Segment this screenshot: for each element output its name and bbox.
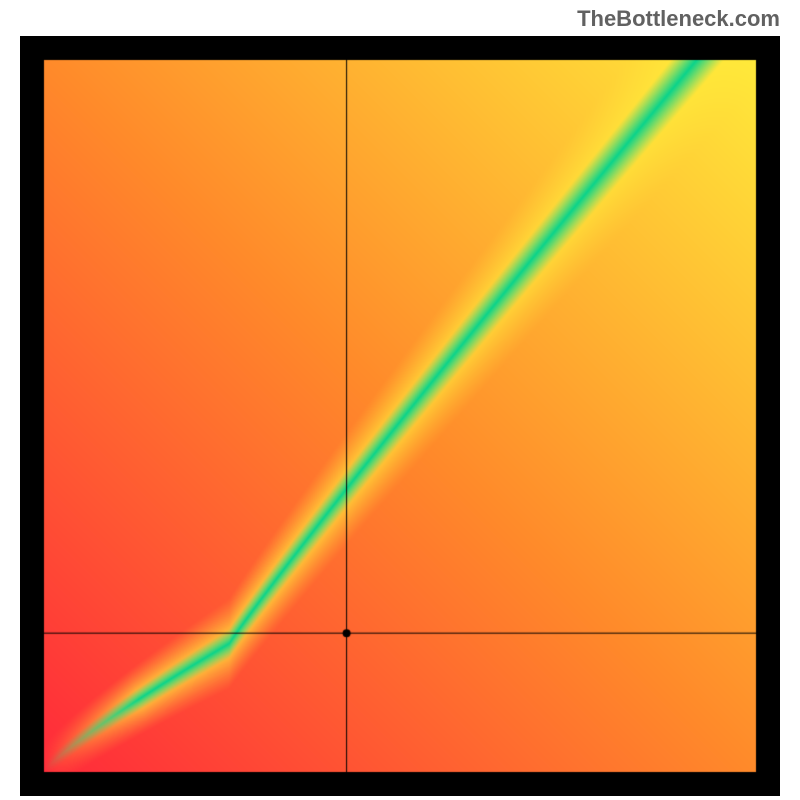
bottleneck-heatmap	[20, 36, 780, 796]
watermark-text: TheBottleneck.com	[577, 6, 780, 32]
heatmap-canvas	[20, 36, 780, 796]
